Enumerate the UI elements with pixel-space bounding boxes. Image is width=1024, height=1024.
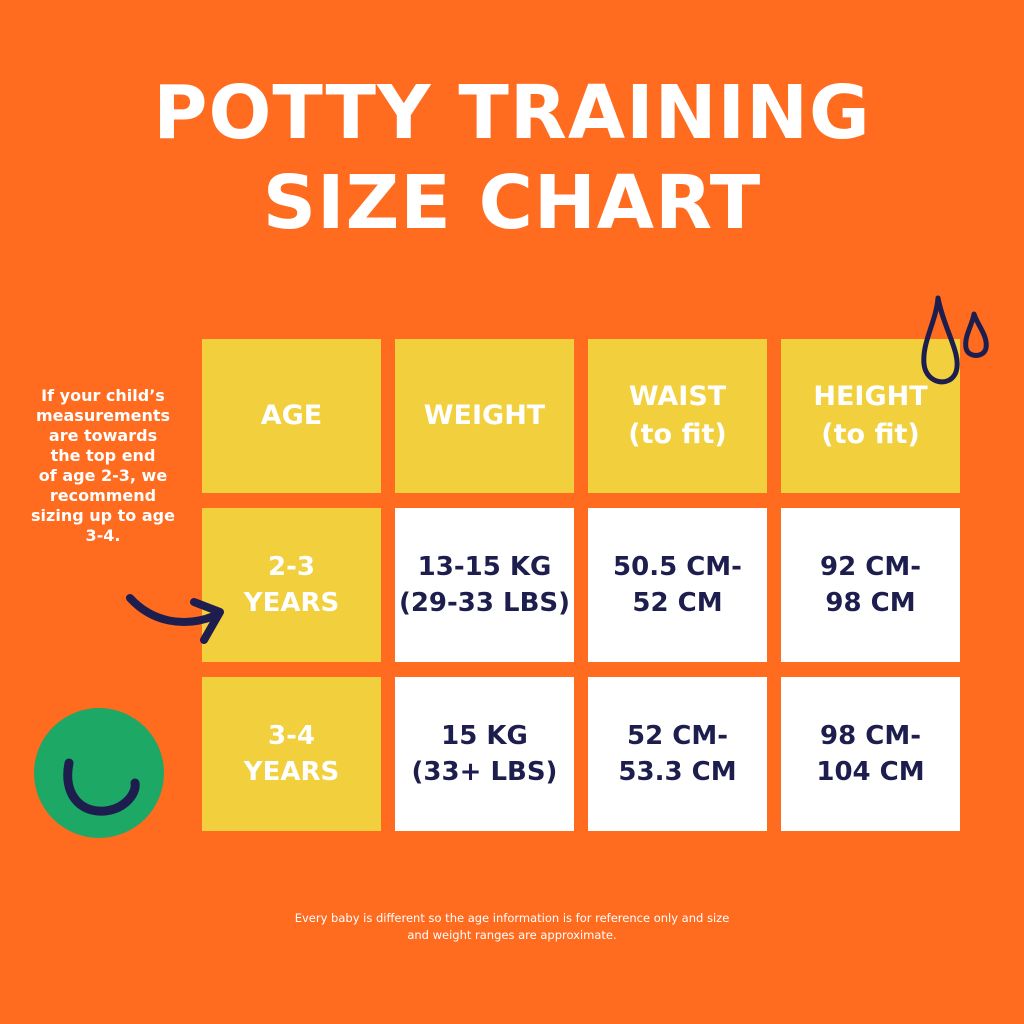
sizing-note-line: recommend: [49, 486, 157, 505]
sizing-note-line: the top end: [50, 446, 156, 465]
row-1-height-line-1: 92 CM-: [820, 552, 921, 582]
row-1-weight-line-1: 13-15 KG: [417, 552, 552, 582]
header-height: HEIGHT (to fit): [781, 339, 960, 493]
row-1-height-cell: 92 CM- 98 CM: [781, 508, 960, 662]
row-1-age-line-1: 2-3: [268, 552, 315, 582]
sizing-note-line: of age 2-3, we: [38, 466, 168, 485]
row-2-height-line-1: 98 CM-: [820, 721, 921, 751]
smile-badge-icon: [34, 708, 164, 838]
row-2-weight-cell: 15 KG (33+ LBS): [395, 677, 574, 831]
title-line-1: POTTY TRAINING: [153, 70, 871, 156]
row-2-waist-line-1: 52 CM-: [627, 721, 728, 751]
header-weight: WEIGHT: [395, 339, 574, 493]
header-waist: WAIST (to fit): [588, 339, 767, 493]
row-2-height-cell: 98 CM- 104 CM: [781, 677, 960, 831]
header-age: AGE: [202, 339, 381, 493]
water-drops-icon: [921, 295, 989, 385]
sizing-note: If your child’s measurements are towards…: [18, 386, 188, 546]
curved-arrow-icon: [126, 594, 224, 644]
disclaimer-line-1: Every baby is different so the age infor…: [294, 911, 730, 925]
header-weight-label: WEIGHT: [423, 400, 546, 431]
header-height-sublabel: (to fit): [821, 419, 920, 450]
header-waist-label: WAIST: [628, 381, 727, 412]
row-1-age-line-2: YEARS: [243, 588, 340, 618]
row-2-weight-line-2: (33+ LBS): [411, 757, 558, 787]
row-2-waist-line-2: 53.3 CM: [618, 757, 737, 787]
row-2-weight-line-1: 15 KG: [441, 721, 528, 751]
sizing-note-line: If your child’s: [41, 386, 165, 405]
row-1-weight-cell: 13-15 KG (29-33 LBS): [395, 508, 574, 662]
row-1-waist-line-1: 50.5 CM-: [613, 552, 742, 582]
disclaimer-line-2: and weight ranges are approximate.: [407, 928, 617, 942]
row-1-age-cell: 2-3 YEARS: [202, 508, 381, 662]
row-2-age-line-2: YEARS: [243, 757, 340, 787]
sizing-note-line: sizing up to age: [31, 506, 175, 525]
sizing-note-line: 3-4.: [85, 526, 121, 545]
row-2-age-line-1: 3-4: [268, 721, 315, 751]
header-waist-sublabel: (to fit): [628, 419, 727, 450]
sizing-note-line: measurements: [35, 406, 171, 425]
row-2-height-line-2: 104 CM: [816, 757, 925, 787]
row-1-waist-line-2: 52 CM: [632, 588, 723, 618]
sizing-note-line: are towards: [48, 426, 158, 445]
row-1-waist-cell: 50.5 CM- 52 CM: [588, 508, 767, 662]
disclaimer: Every baby is different so the age infor…: [250, 910, 774, 944]
header-height-label: HEIGHT: [813, 381, 928, 412]
row-1-height-line-2: 98 CM: [825, 588, 916, 618]
page-title: POTTY TRAINING SIZE CHART: [0, 68, 1024, 248]
title-line-2: SIZE CHART: [262, 160, 762, 246]
row-1-weight-line-2: (29-33 LBS): [398, 588, 571, 618]
header-age-label: AGE: [260, 400, 323, 431]
row-2-waist-cell: 52 CM- 53.3 CM: [588, 677, 767, 831]
row-2-age-cell: 3-4 YEARS: [202, 677, 381, 831]
